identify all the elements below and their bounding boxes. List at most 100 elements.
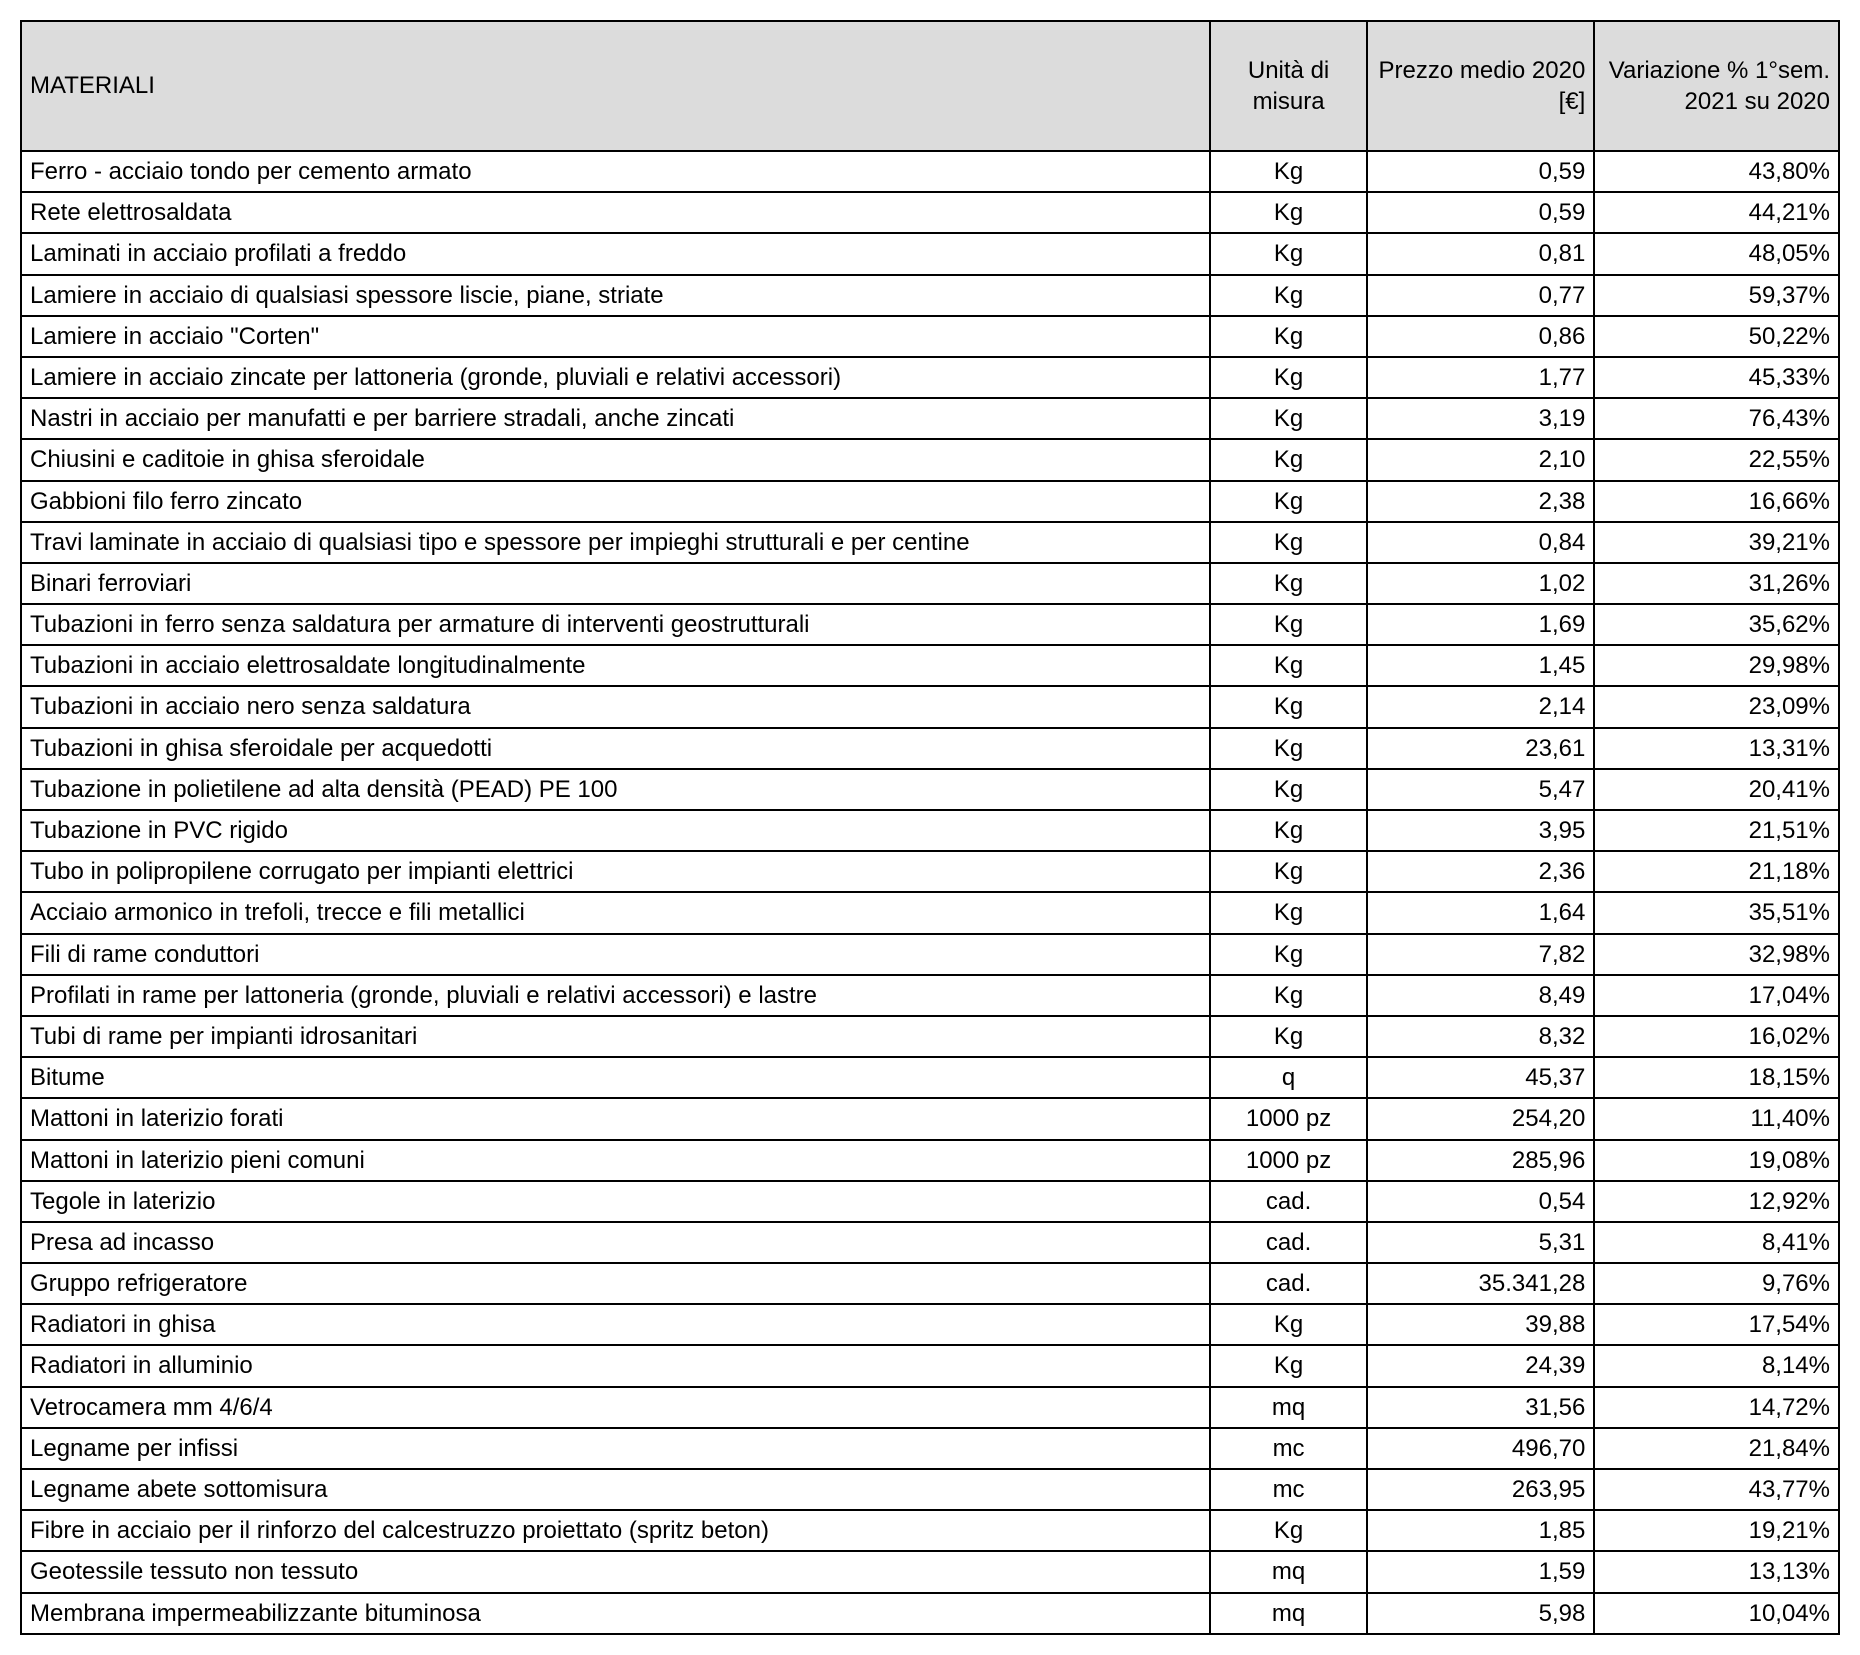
cell-unit: Kg xyxy=(1210,851,1367,892)
table-row: Vetrocamera mm 4/6/4mq31,5614,72% xyxy=(21,1387,1839,1428)
cell-variation: 50,22% xyxy=(1594,316,1839,357)
cell-material: Travi laminate in acciaio di qualsiasi t… xyxy=(21,522,1210,563)
table-row: Lamiere in acciaio "Corten"Kg0,8650,22% xyxy=(21,316,1839,357)
cell-unit: mq xyxy=(1210,1551,1367,1592)
cell-material: Membrana impermeabilizzante bituminosa xyxy=(21,1593,1210,1634)
cell-material: Radiatori in ghisa xyxy=(21,1304,1210,1345)
cell-price: 3,19 xyxy=(1367,398,1594,439)
table-row: Radiatori in alluminioKg24,398,14% xyxy=(21,1345,1839,1386)
cell-price: 24,39 xyxy=(1367,1345,1594,1386)
table-row: Lamiere in acciaio zincate per lattoneri… xyxy=(21,357,1839,398)
cell-price: 0,81 xyxy=(1367,233,1594,274)
cell-material: Geotessile tessuto non tessuto xyxy=(21,1551,1210,1592)
table-row: Tubazioni in ferro senza saldatura per a… xyxy=(21,604,1839,645)
cell-material: Gruppo refrigeratore xyxy=(21,1263,1210,1304)
header-unit: Unità di misura xyxy=(1210,21,1367,151)
cell-variation: 12,92% xyxy=(1594,1181,1839,1222)
cell-unit: Kg xyxy=(1210,645,1367,686)
cell-price: 1,02 xyxy=(1367,563,1594,604)
cell-unit: cad. xyxy=(1210,1181,1367,1222)
cell-unit: Kg xyxy=(1210,1345,1367,1386)
cell-price: 7,82 xyxy=(1367,934,1594,975)
cell-variation: 21,18% xyxy=(1594,851,1839,892)
cell-unit: Kg xyxy=(1210,686,1367,727)
cell-variation: 17,54% xyxy=(1594,1304,1839,1345)
cell-price: 5,98 xyxy=(1367,1593,1594,1634)
cell-variation: 13,13% xyxy=(1594,1551,1839,1592)
cell-price: 35.341,28 xyxy=(1367,1263,1594,1304)
cell-unit: Kg xyxy=(1210,233,1367,274)
cell-material: Legname abete sottomisura xyxy=(21,1469,1210,1510)
cell-variation: 21,84% xyxy=(1594,1428,1839,1469)
cell-material: Mattoni in laterizio pieni comuni xyxy=(21,1140,1210,1181)
cell-material: Lamiere in acciaio "Corten" xyxy=(21,316,1210,357)
cell-variation: 45,33% xyxy=(1594,357,1839,398)
cell-variation: 23,09% xyxy=(1594,686,1839,727)
cell-unit: Kg xyxy=(1210,481,1367,522)
cell-material: Gabbioni filo ferro zincato xyxy=(21,481,1210,522)
cell-material: Vetrocamera mm 4/6/4 xyxy=(21,1387,1210,1428)
cell-price: 254,20 xyxy=(1367,1098,1594,1139)
table-row: Chiusini e caditoie in ghisa sferoidaleK… xyxy=(21,439,1839,480)
cell-variation: 20,41% xyxy=(1594,769,1839,810)
cell-variation: 8,14% xyxy=(1594,1345,1839,1386)
table-row: Profilati in rame per lattoneria (gronde… xyxy=(21,975,1839,1016)
table-row: Presa ad incassocad.5,318,41% xyxy=(21,1222,1839,1263)
cell-material: Tubazioni in ghisa sferoidale per acqued… xyxy=(21,728,1210,769)
cell-unit: Kg xyxy=(1210,769,1367,810)
cell-material: Chiusini e caditoie in ghisa sferoidale xyxy=(21,439,1210,480)
table-row: Tubazioni in acciaio nero senza saldatur… xyxy=(21,686,1839,727)
table-row: Tubazioni in ghisa sferoidale per acqued… xyxy=(21,728,1839,769)
table-row: Tegole in lateriziocad.0,5412,92% xyxy=(21,1181,1839,1222)
table-body: Ferro - acciaio tondo per cemento armato… xyxy=(21,151,1839,1634)
cell-material: Tubazioni in acciaio elettrosaldate long… xyxy=(21,645,1210,686)
header-price: Prezzo medio 2020 [€] xyxy=(1367,21,1594,151)
cell-price: 2,10 xyxy=(1367,439,1594,480)
table-row: Nastri in acciaio per manufatti e per ba… xyxy=(21,398,1839,439)
cell-variation: 9,76% xyxy=(1594,1263,1839,1304)
cell-unit: 1000 pz xyxy=(1210,1098,1367,1139)
cell-variation: 59,37% xyxy=(1594,275,1839,316)
cell-variation: 32,98% xyxy=(1594,934,1839,975)
cell-price: 2,36 xyxy=(1367,851,1594,892)
cell-unit: Kg xyxy=(1210,275,1367,316)
cell-variation: 35,51% xyxy=(1594,892,1839,933)
table-row: Lamiere in acciaio di qualsiasi spessore… xyxy=(21,275,1839,316)
cell-unit: cad. xyxy=(1210,1263,1367,1304)
cell-unit: cad. xyxy=(1210,1222,1367,1263)
cell-unit: Kg xyxy=(1210,192,1367,233)
header-variation: Variazione % 1°sem. 2021 su 2020 xyxy=(1594,21,1839,151)
cell-unit: Kg xyxy=(1210,151,1367,192)
cell-price: 1,64 xyxy=(1367,892,1594,933)
cell-material: Mattoni in laterizio forati xyxy=(21,1098,1210,1139)
cell-price: 5,47 xyxy=(1367,769,1594,810)
table-row: Gruppo refrigeratorecad.35.341,289,76% xyxy=(21,1263,1839,1304)
cell-unit: Kg xyxy=(1210,728,1367,769)
table-row: Fili di rame conduttoriKg7,8232,98% xyxy=(21,934,1839,975)
cell-price: 496,70 xyxy=(1367,1428,1594,1469)
table-row: Tubo in polipropilene corrugato per impi… xyxy=(21,851,1839,892)
cell-price: 8,32 xyxy=(1367,1016,1594,1057)
cell-price: 0,59 xyxy=(1367,192,1594,233)
cell-unit: 1000 pz xyxy=(1210,1140,1367,1181)
cell-material: Tubazione in PVC rigido xyxy=(21,810,1210,851)
cell-price: 0,59 xyxy=(1367,151,1594,192)
cell-unit: Kg xyxy=(1210,810,1367,851)
cell-variation: 43,77% xyxy=(1594,1469,1839,1510)
cell-material: Binari ferroviari xyxy=(21,563,1210,604)
cell-unit: Kg xyxy=(1210,975,1367,1016)
cell-material: Tubazione in polietilene ad alta densità… xyxy=(21,769,1210,810)
cell-material: Tubazioni in acciaio nero senza saldatur… xyxy=(21,686,1210,727)
cell-variation: 39,21% xyxy=(1594,522,1839,563)
cell-variation: 11,40% xyxy=(1594,1098,1839,1139)
table-row: Fibre in acciaio per il rinforzo del cal… xyxy=(21,1510,1839,1551)
cell-price: 45,37 xyxy=(1367,1057,1594,1098)
table-row: Legname per infissimc496,7021,84% xyxy=(21,1428,1839,1469)
cell-material: Presa ad incasso xyxy=(21,1222,1210,1263)
cell-material: Tubazioni in ferro senza saldatura per a… xyxy=(21,604,1210,645)
cell-unit: mq xyxy=(1210,1387,1367,1428)
cell-unit: Kg xyxy=(1210,316,1367,357)
cell-price: 1,85 xyxy=(1367,1510,1594,1551)
cell-price: 0,54 xyxy=(1367,1181,1594,1222)
cell-unit: Kg xyxy=(1210,1304,1367,1345)
